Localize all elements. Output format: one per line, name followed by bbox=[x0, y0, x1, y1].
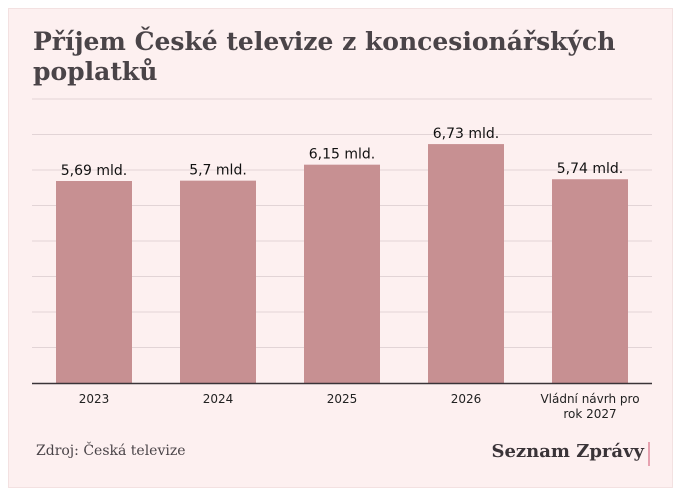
brand-accent-bar bbox=[648, 442, 650, 466]
source-note: Zdroj: Česká televize bbox=[36, 443, 186, 459]
data-label: 5,69 mld. bbox=[61, 163, 128, 179]
chart-card: Příjem České televize z koncesionářských… bbox=[8, 8, 673, 488]
bar-chart: 5,69 mld. 2023 5,7 mld. 2024 6,15 mld. 2025 6,… bbox=[32, 98, 652, 421]
x-tick-label: 2025 bbox=[327, 392, 358, 406]
data-label: 6,73 mld. bbox=[433, 126, 500, 142]
x-tick-label: Vládní návrh pro rok 2027 bbox=[540, 392, 639, 421]
chart-title: Příjem České televize z koncesionářských… bbox=[33, 27, 616, 86]
bar bbox=[56, 181, 132, 383]
bar bbox=[304, 164, 380, 383]
bar bbox=[428, 144, 504, 383]
bar bbox=[180, 180, 256, 383]
data-label: 5,74 mld. bbox=[557, 161, 624, 177]
data-label: 6,15 mld. bbox=[309, 147, 376, 163]
bar bbox=[552, 179, 628, 383]
x-tick-label: 2023 bbox=[79, 392, 110, 406]
x-tick-label: 2024 bbox=[203, 392, 234, 406]
data-label: 5,7 mld. bbox=[189, 163, 247, 179]
brand-logo: Seznam Zprávy bbox=[491, 441, 644, 462]
x-tick-label: 2026 bbox=[451, 392, 482, 406]
